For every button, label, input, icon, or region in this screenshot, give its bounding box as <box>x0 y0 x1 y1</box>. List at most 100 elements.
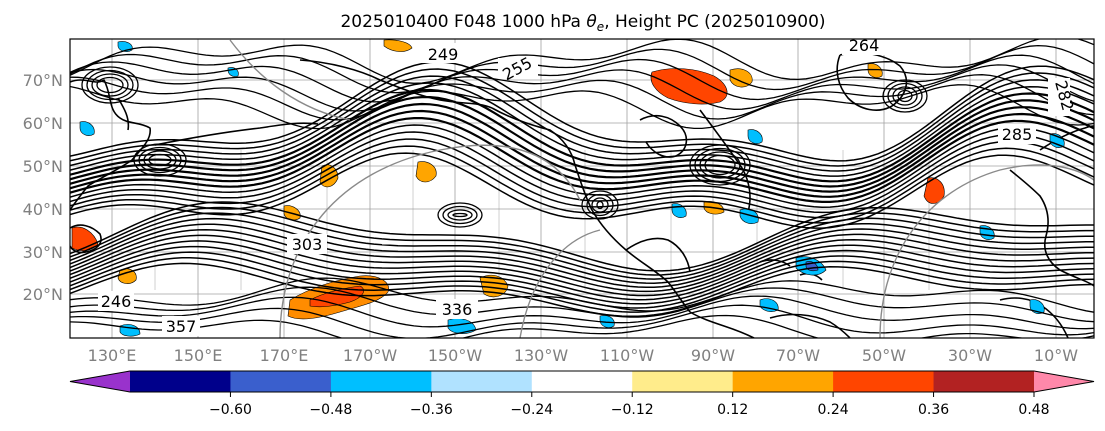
height-contour <box>694 147 746 183</box>
longitude-labels: 130°E 150°E 170°E 170°W 150°W 130°W 110°… <box>88 346 1079 365</box>
height-contour <box>70 117 1094 203</box>
height-contour <box>70 201 1094 272</box>
colorbar-segment <box>531 371 633 392</box>
height-contour <box>86 69 134 101</box>
colorbar-tick-label: −0.24 <box>510 402 553 418</box>
height-contour <box>581 190 619 220</box>
height-contour <box>704 154 736 176</box>
height-contour <box>591 197 609 213</box>
height-contour <box>699 151 741 179</box>
height-contour <box>596 200 604 210</box>
lon-label: 90°W <box>691 346 735 365</box>
height-contour <box>70 84 1094 130</box>
height-contour <box>70 124 1094 208</box>
map-title: 2025010400 F048 1000 hPa θe, Height PC (… <box>340 12 825 34</box>
height-contour <box>70 212 1094 280</box>
height-contour <box>70 277 1094 313</box>
height-contour <box>70 44 1094 94</box>
colorbar-segment <box>933 371 1035 392</box>
colorbar-tick-label: −0.12 <box>611 402 654 418</box>
lat-label: 50°N <box>23 157 63 176</box>
title-symbol: θ <box>586 12 597 32</box>
height-contour <box>70 240 1094 301</box>
height-contour <box>447 209 473 221</box>
shading-regions <box>71 39 1065 337</box>
height-contour <box>70 102 1094 193</box>
height-contour <box>148 153 172 167</box>
height-contour <box>586 193 614 217</box>
height-contour <box>70 223 1094 289</box>
lon-label: 50°W <box>862 346 906 365</box>
height-contour <box>70 131 1094 214</box>
height-contour <box>689 144 751 186</box>
colorbar: −0.60 −0.48 −0.36 −0.24 −0.12 0.12 0.24 0.36 0.4… <box>69 370 1095 418</box>
colorbar-extend-low <box>70 371 130 392</box>
height-contour <box>91 73 129 97</box>
colorbar-tick-label: −0.36 <box>410 402 453 418</box>
colorbar-tick-label: −0.60 <box>209 402 252 418</box>
lat-label: 40°N <box>23 200 63 219</box>
height-contour <box>70 152 1094 229</box>
height-contour <box>81 66 139 104</box>
lon-label: 10°W <box>1034 346 1078 365</box>
colorbar-segment <box>833 371 935 392</box>
latitude-labels: 70°N 60°N 50°N 40°N 30°N 20°N <box>23 71 63 304</box>
colorbar-segment <box>431 371 533 392</box>
height-contour <box>887 82 923 110</box>
lon-label: 130°E <box>88 346 137 365</box>
height-contour <box>70 74 1094 121</box>
colorbar-tick-label: −0.48 <box>309 402 352 418</box>
colorbar-tick-label: 0.24 <box>818 402 849 418</box>
height-contour <box>437 202 483 228</box>
lon-label: 150°W <box>428 346 483 365</box>
height-contours <box>70 39 1094 338</box>
height-contour <box>143 150 177 170</box>
title-subscript: e <box>597 20 604 34</box>
lat-label: 60°N <box>23 114 63 133</box>
height-contour <box>70 82 1094 177</box>
height-contour <box>70 228 1094 293</box>
contour-label-264: 264 <box>849 36 880 55</box>
colorbar-segment <box>130 371 231 392</box>
height-contour <box>70 109 1094 198</box>
contour-label-285: 285 <box>1002 125 1033 144</box>
projection-arcs <box>229 39 1094 338</box>
colorbar-tick-label: 0.48 <box>1018 402 1049 418</box>
height-contour <box>70 286 1094 323</box>
height-contour <box>70 217 1094 284</box>
height-contour <box>70 61 1094 162</box>
colorbar-segment <box>732 371 834 392</box>
contour-label-357: 357 <box>166 317 197 336</box>
height-contour <box>70 245 1094 305</box>
contour-labels: 249 264 255 303 336 246 357 282 285 <box>98 36 1077 336</box>
lon-label: 30°W <box>948 346 992 365</box>
map-frame <box>69 38 1095 339</box>
height-contour <box>882 79 928 113</box>
height-contour <box>70 39 1094 84</box>
colorbar-tick-label: 0.36 <box>918 402 949 418</box>
title-prefix: 2025010400 F048 1000 hPa <box>340 12 586 32</box>
height-contour <box>70 75 1094 172</box>
contour-label-303: 303 <box>292 235 323 254</box>
height-contour <box>442 205 478 225</box>
height-contour <box>70 234 1094 297</box>
height-contour <box>70 88 1094 183</box>
lon-label: 130°W <box>514 346 569 365</box>
height-contour <box>70 96 1094 188</box>
height-contour <box>138 146 182 174</box>
height-contour <box>70 206 1094 276</box>
height-contour <box>892 86 918 106</box>
lon-label: 170°W <box>343 346 398 365</box>
title-suffix: , Height PC (2025010900) <box>604 12 825 32</box>
colorbar-outline <box>69 370 1095 393</box>
contour-label-336: 336 <box>442 300 473 319</box>
height-contour <box>452 212 468 218</box>
colorbar-segment <box>632 371 734 392</box>
contour-label-246: 246 <box>101 292 132 311</box>
height-contour <box>70 295 1094 330</box>
lat-label: 20°N <box>23 285 63 304</box>
lon-label: 150°E <box>174 346 223 365</box>
lat-label: 30°N <box>23 243 63 262</box>
contour-label-249: 249 <box>428 45 459 64</box>
